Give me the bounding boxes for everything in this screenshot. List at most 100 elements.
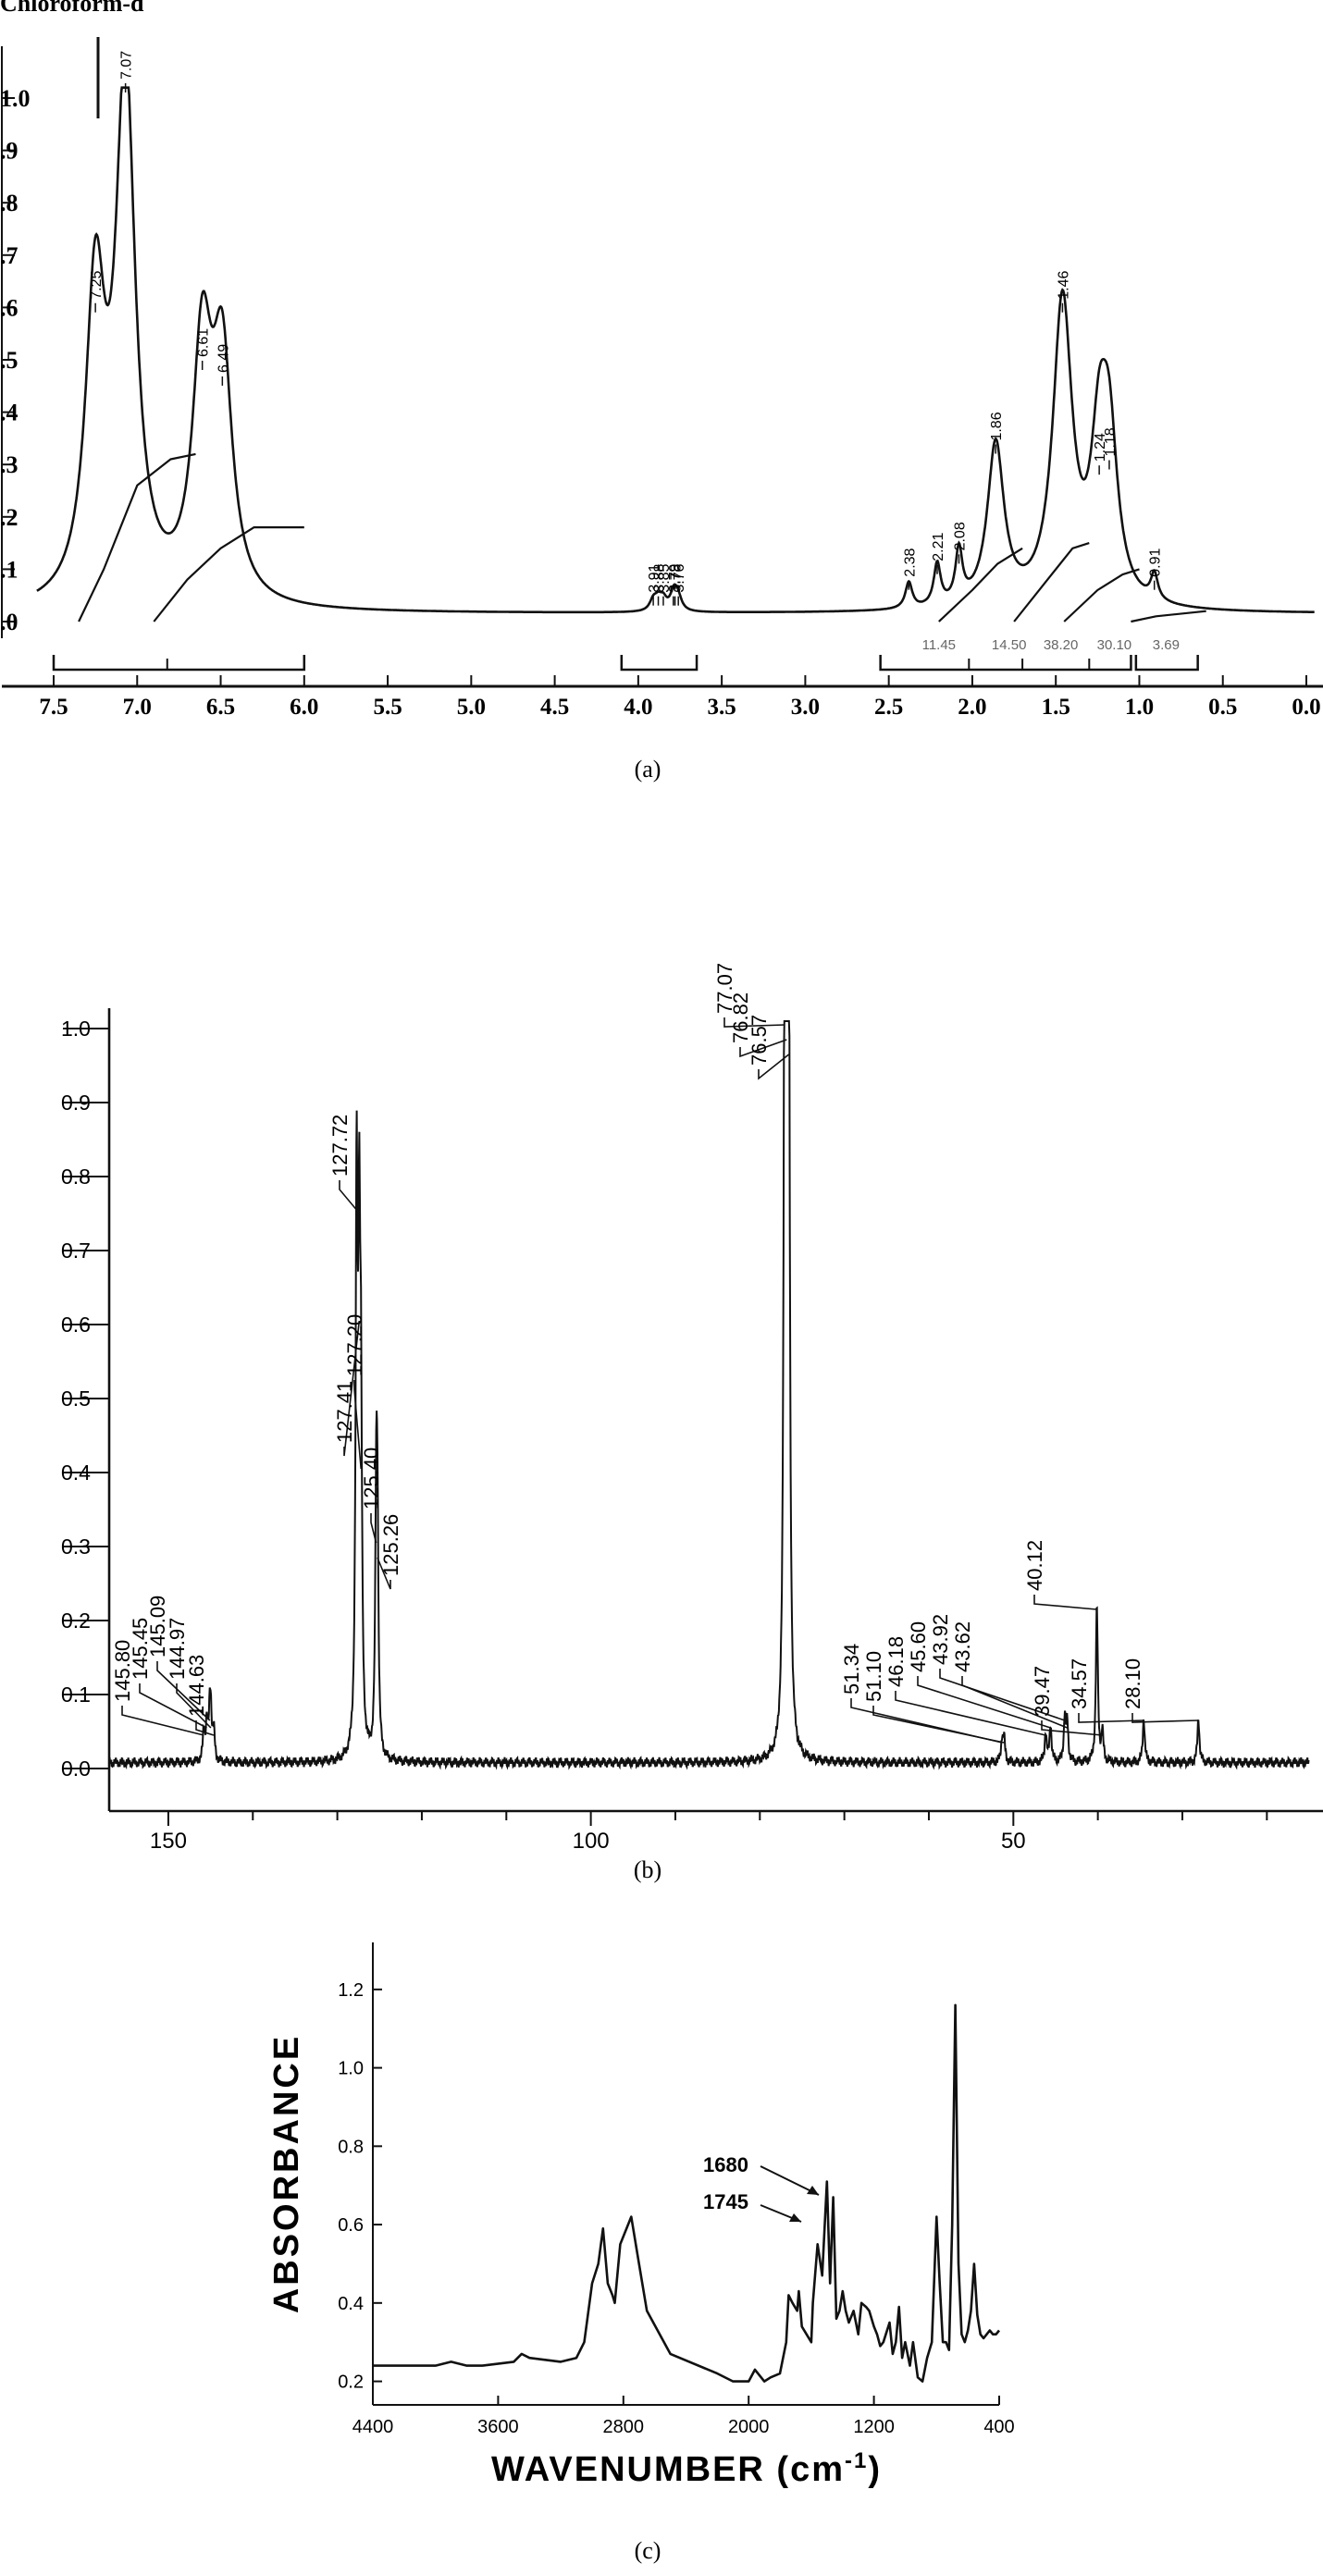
x-tick-label: 6.5 — [206, 695, 235, 720]
peak-label: 3.76 — [672, 563, 687, 592]
peak-label: 3.79 — [667, 563, 683, 592]
y-tick-label: .1 — [0, 556, 19, 583]
annotation-1745-arrowhead — [789, 2213, 801, 2222]
c-nmr-spectrum-chart: 0.0 0.1 0.2 0.3 0.4 0.5 0.6 0.7 0.8 0.9 1.0 150 100… — [61, 963, 1323, 1883]
integral-curves — [78, 452, 1206, 623]
integration-value: 38.20 — [1044, 637, 1079, 653]
integral-curve — [78, 452, 196, 622]
peak-leader — [176, 1683, 212, 1729]
y-tick-label: .0 — [0, 609, 19, 635]
x-tick-label: 5.5 — [373, 695, 402, 720]
annotation-1680: 1680 — [703, 2153, 748, 2176]
x-axis-ticks: 7.5 7.0 6.5 6.0 5.5 5.0 4.5 4.0 3.5 3.0 2.5 2.0 1.5 1… — [39, 675, 1321, 720]
x-tick-label: 4.5 — [540, 695, 569, 720]
peak-leader — [939, 1669, 1066, 1721]
spectrum-trace — [373, 2003, 1001, 2383]
y-tick-label: 0.4 — [338, 2294, 364, 2314]
y-tick-label: 0.3 — [61, 1535, 91, 1559]
y-tick-label: 0.7 — [61, 1239, 91, 1263]
peak-label: 3.91 — [647, 563, 662, 592]
x-tick-label: 4400 — [352, 2417, 394, 2437]
peak-leader — [339, 1180, 358, 1211]
integration-value: 14.50 — [992, 637, 1027, 653]
x-tick-label: 3600 — [477, 2417, 519, 2437]
peak-label: 2.08 — [952, 522, 968, 550]
integral-curve — [1131, 610, 1206, 623]
peak-label: 127.72 — [328, 1115, 352, 1177]
panel-caption: (a) — [635, 756, 662, 783]
y-tick-label: .8 — [0, 190, 19, 216]
peak-label: 145.09 — [146, 1596, 169, 1658]
x-tick-label: 7.5 — [39, 695, 68, 720]
peak-leader — [1033, 1595, 1097, 1610]
x-axis-title-close: ) — [868, 2450, 882, 2489]
y-tick-label: 1.0 — [61, 1017, 91, 1041]
peak-leader — [353, 1380, 362, 1470]
peak-leader — [917, 1676, 1051, 1729]
integration-value: 3.69 — [1153, 637, 1180, 653]
panel-caption: (c) — [635, 2537, 662, 2564]
peak-label: 43.92 — [929, 1614, 952, 1665]
y-tick-label: 1.0 — [0, 85, 31, 112]
y-tick-label: 0.8 — [61, 1165, 91, 1189]
spectrum-trace — [36, 86, 1315, 614]
integral-curve — [153, 526, 304, 622]
y-tick-label: .6 — [0, 294, 19, 321]
annotation-1745: 1745 — [703, 2190, 748, 2213]
peak-leader — [895, 1691, 1046, 1736]
y-axis-ticks: 0.0 0.1 0.2 0.3 0.4 0.5 0.6 0.7 0.8 0.9 1.0 — [61, 1017, 109, 1781]
y-tick-label: 0.1 — [61, 1682, 91, 1707]
peak-label: 1.86 — [989, 412, 1005, 440]
annotation-1680-arrowhead — [807, 2186, 819, 2195]
x-tick-label: 2800 — [603, 2417, 645, 2437]
peak-leader — [195, 1720, 215, 1736]
peak-label: 145.80 — [111, 1640, 134, 1702]
peak-label: 127.20 — [343, 1314, 366, 1376]
y-axis-ticks: 0.2 0.4 0.6 0.8 1.0 1.2 — [338, 1980, 382, 2393]
y-tick-label: 0.9 — [61, 1091, 91, 1115]
peak-leader — [739, 1039, 787, 1058]
y-tick-label: 0.6 — [61, 1313, 91, 1337]
spectrum-trace — [108, 1020, 1310, 1770]
peak-label: 51.34 — [840, 1644, 863, 1695]
y-axis-title: ABSORBANCE — [267, 2034, 306, 2313]
x-tick-label: 1200 — [853, 2417, 895, 2437]
x-tick-label: 2000 — [728, 2417, 770, 2437]
y-tick-label: 0.8 — [338, 2137, 364, 2157]
peak-leader — [872, 1706, 1005, 1744]
ir-spectrum-chart: 0.20.40.60.81.01.2 4400 3600 2800 2000 1200 4… — [267, 1942, 1015, 2564]
peak-label: 3.85 — [657, 563, 673, 592]
peak-label: 51.10 — [862, 1651, 885, 1702]
peak-label: 46.18 — [884, 1636, 908, 1687]
x-tick-label: 2.0 — [958, 695, 986, 720]
panel-caption: (b) — [634, 1856, 662, 1883]
peak-leader — [723, 1017, 785, 1028]
peak-label: 3.88 — [652, 563, 668, 592]
peak-leader — [139, 1683, 207, 1729]
x-tick-label: 4.0 — [624, 695, 652, 720]
integration-brackets: 11.45 14.50 38.20 30.10 3.69 — [52, 637, 1199, 672]
integration-value: 30.10 — [1097, 637, 1132, 653]
y-tick-label: 1.0 — [338, 2059, 364, 2079]
peak-label: 144.63 — [185, 1655, 208, 1717]
peak-leader — [1041, 1720, 1103, 1736]
peak-leader — [1078, 1713, 1144, 1723]
x-axis-title-main: WAVENUMBER (cm — [491, 2450, 845, 2489]
integral-curve — [938, 547, 1023, 622]
peak-label: 1.46 — [1056, 270, 1071, 299]
x-axis-ticks: 150 100 50 — [150, 1811, 1268, 1854]
peak-leader — [377, 1557, 391, 1590]
x-tick-label: 0.5 — [1208, 695, 1237, 720]
x-tick-label: 6.0 — [290, 695, 318, 720]
x-tick-label: 150 — [150, 1829, 187, 1854]
peak-leader — [758, 1054, 790, 1080]
x-axis-title-sup: -1 — [845, 2448, 868, 2473]
peak-label: 125.40 — [360, 1448, 383, 1510]
peak-leader — [961, 1676, 1068, 1729]
x-tick-label: 1.0 — [1125, 695, 1154, 720]
peak-label: 28.10 — [1121, 1658, 1144, 1709]
peak-label: 125.26 — [379, 1514, 402, 1576]
peak-label: 144.97 — [166, 1618, 189, 1680]
peak-label: 77.07 — [713, 963, 736, 1014]
peak-label: 6.49 — [216, 344, 231, 373]
